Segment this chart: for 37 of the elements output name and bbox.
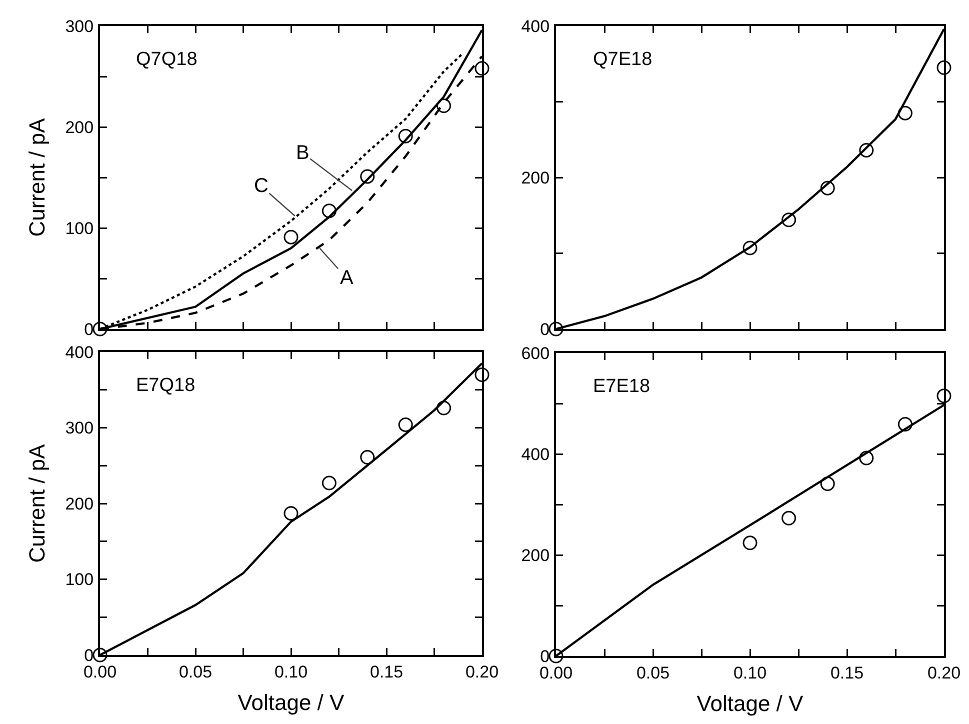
y-tick-label: 100 bbox=[65, 218, 94, 238]
text: Q7E18 bbox=[593, 49, 652, 70]
x-tick-label: 0.15 bbox=[830, 663, 864, 682]
y-tick-label: 600 bbox=[521, 344, 550, 363]
y-axis-title: Current / pA bbox=[24, 444, 50, 563]
annotation: A bbox=[340, 267, 354, 289]
x-tick-label: 0.05 bbox=[636, 663, 670, 682]
y-tick-label: 0 bbox=[540, 320, 550, 339]
y-tick-label: 200 bbox=[521, 546, 550, 565]
y-tick-label: 300 bbox=[65, 16, 94, 36]
x-tick-label: 0.15 bbox=[370, 662, 404, 682]
x-tick-label: 0.10 bbox=[733, 663, 767, 682]
y-tick-label: 200 bbox=[65, 118, 94, 137]
y-tick-label: 0 bbox=[540, 646, 550, 666]
y-tick-label: 400 bbox=[65, 342, 94, 362]
y-tick-label: 0 bbox=[84, 646, 94, 665]
text: E7E18 bbox=[593, 376, 650, 397]
y-axis-title: Current / pA bbox=[24, 118, 50, 237]
annotation: C bbox=[254, 175, 268, 197]
y-tick-label: 300 bbox=[65, 418, 94, 438]
y-tick-label: 0 bbox=[84, 320, 94, 339]
x-axis-title: Voltage / V bbox=[696, 690, 804, 716]
x-tick-label: 0.20 bbox=[927, 663, 961, 682]
y-tick-label: 400 bbox=[521, 16, 550, 36]
x-tick-label: 0.00 bbox=[83, 662, 117, 682]
y-tick-label: 200 bbox=[521, 168, 550, 188]
text: E7Q18 bbox=[136, 375, 196, 396]
x-axis-title: Voltage / V bbox=[238, 690, 345, 715]
x-tick-label: 0.00 bbox=[539, 663, 573, 682]
x-tick-label: 0.05 bbox=[178, 662, 212, 682]
text: Q7Q18 bbox=[136, 49, 198, 70]
annotation: B bbox=[296, 142, 310, 164]
y-tick-label: 400 bbox=[521, 444, 550, 464]
x-tick-label: 0.20 bbox=[465, 662, 499, 682]
y-tick-label: 100 bbox=[65, 570, 94, 590]
y-tick-label: 200 bbox=[65, 494, 94, 514]
x-tick-label: 0.10 bbox=[274, 662, 308, 682]
